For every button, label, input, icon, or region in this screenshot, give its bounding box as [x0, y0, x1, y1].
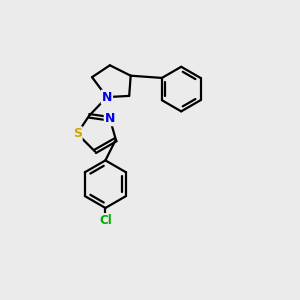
Text: N: N: [105, 112, 115, 125]
Text: S: S: [73, 127, 82, 140]
Text: N: N: [102, 91, 112, 103]
Text: Cl: Cl: [99, 214, 112, 227]
